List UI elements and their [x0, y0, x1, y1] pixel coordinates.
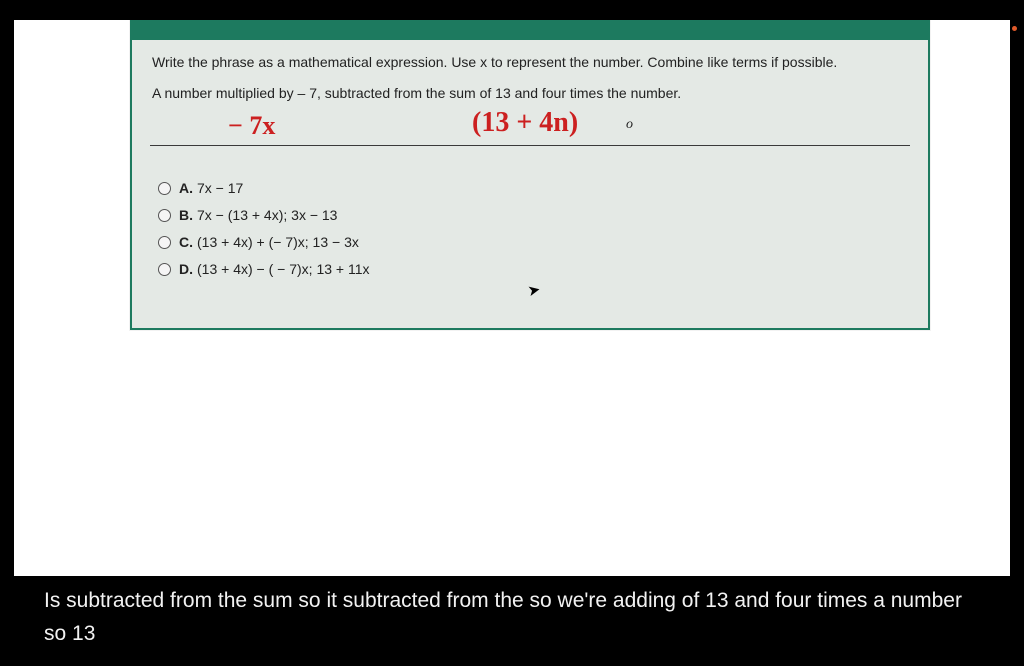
choice-b[interactable]: B. 7x − (13 + 4x); 3x − 13	[158, 205, 908, 226]
choice-letter: D.	[179, 259, 193, 280]
quiz-body: Write the phrase as a mathematical expre…	[132, 40, 928, 328]
caption-bar: Is subtracted from the sum so it subtrac…	[14, 578, 1010, 652]
choice-d[interactable]: D. (13 + 4x) − ( − 7)x; 13 + 11x	[158, 259, 908, 280]
instruction-text: Write the phrase as a mathematical expre…	[152, 52, 908, 73]
problem-text: A number multiplied by – 7, subtracted f…	[152, 83, 908, 104]
annotation-row: − 7x (13 + 4n) o	[152, 110, 908, 146]
choice-letter: A.	[179, 178, 193, 199]
choice-a[interactable]: A. 7x − 17	[158, 178, 908, 199]
choice-text: (13 + 4x) + (− 7)x; 13 − 3x	[197, 232, 359, 253]
radio-icon[interactable]	[158, 263, 171, 276]
choice-text: (13 + 4x) − ( − 7)x; 13 + 11x	[197, 259, 370, 280]
handwriting-middle: (13 + 4n)	[472, 102, 578, 144]
radio-icon[interactable]	[158, 236, 171, 249]
choice-text: 7x − 17	[197, 178, 243, 199]
choice-letter: B.	[179, 205, 193, 226]
horizontal-rule	[150, 145, 910, 146]
radio-icon[interactable]	[158, 182, 171, 195]
quiz-panel: Write the phrase as a mathematical expre…	[130, 20, 930, 330]
video-frame: Write the phrase as a mathematical expre…	[14, 20, 1010, 576]
cursor-icon: ➤	[526, 279, 543, 304]
recording-indicator-icon	[1012, 26, 1017, 31]
choice-list: A. 7x − 17 B. 7x − (13 + 4x); 3x − 13 C.…	[152, 178, 908, 280]
caption-text: Is subtracted from the sum so it subtrac…	[44, 589, 962, 645]
choice-letter: C.	[179, 232, 193, 253]
choice-text: 7x − (13 + 4x); 3x − 13	[197, 205, 337, 226]
handwriting-left: − 7x	[228, 106, 275, 145]
radio-icon[interactable]	[158, 209, 171, 222]
handwriting-right-mark: o	[626, 114, 633, 135]
choice-c[interactable]: C. (13 + 4x) + (− 7)x; 13 − 3x	[158, 232, 908, 253]
